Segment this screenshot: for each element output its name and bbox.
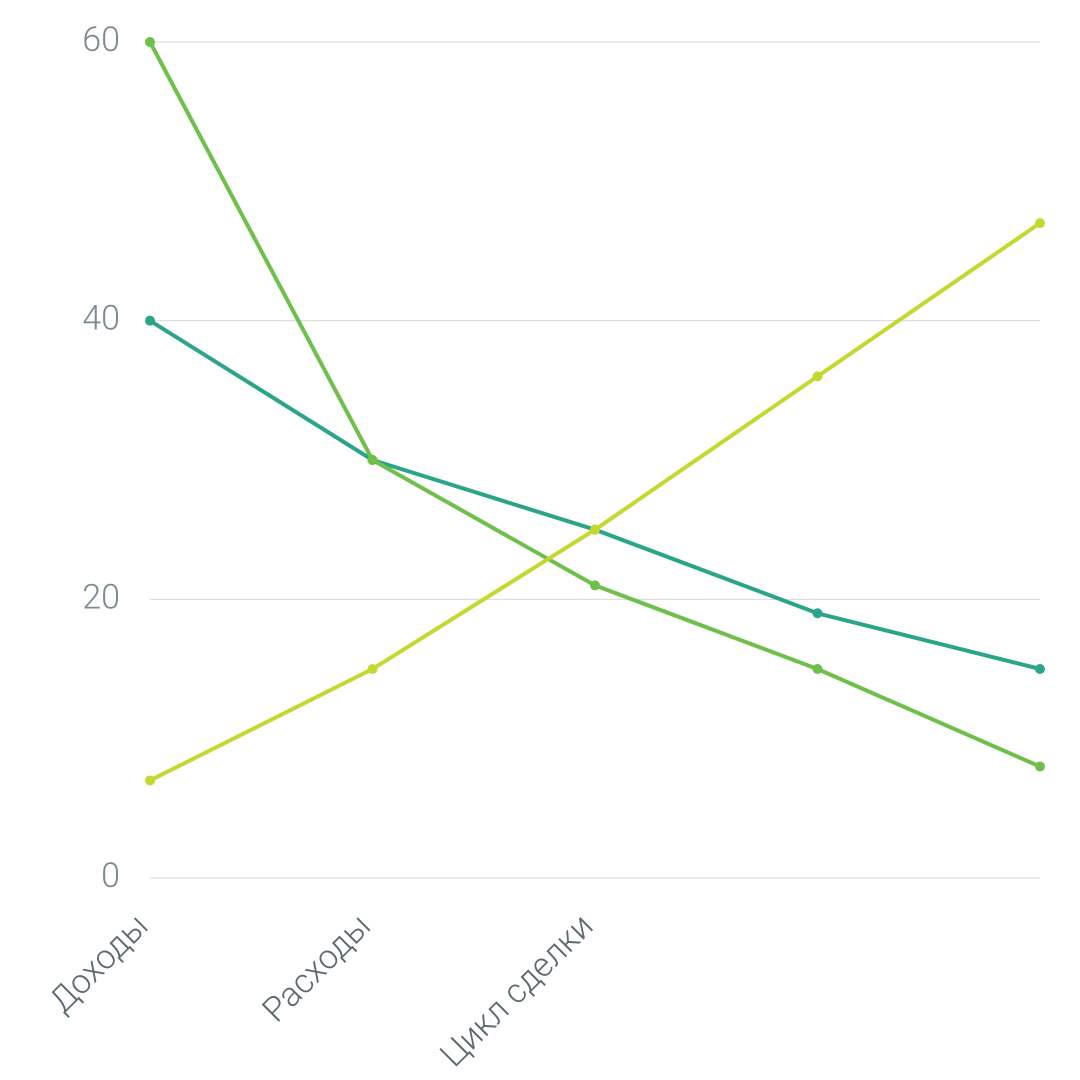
series-green-marker bbox=[145, 37, 155, 47]
series-green-marker bbox=[813, 664, 823, 674]
series-lime-line bbox=[150, 223, 1040, 780]
series-lime-marker bbox=[145, 775, 155, 785]
y-tick-label: 60 bbox=[82, 20, 120, 60]
y-tick-label: 0 bbox=[101, 856, 120, 896]
series-teal-marker bbox=[1035, 664, 1045, 674]
series-green-marker bbox=[590, 580, 600, 590]
series-lime-marker bbox=[368, 664, 378, 674]
series-green-marker bbox=[368, 455, 378, 465]
x-tick-label: Расходы bbox=[255, 906, 379, 1030]
x-tick-label: Доходы bbox=[42, 906, 157, 1021]
series-teal-line bbox=[150, 321, 1040, 669]
series-teal-marker bbox=[813, 608, 823, 618]
series-lime-marker bbox=[813, 371, 823, 381]
y-tick-label: 20 bbox=[82, 577, 120, 617]
series-lime-marker bbox=[590, 525, 600, 535]
series-lime-marker bbox=[1035, 218, 1045, 228]
line-chart: 0 20 40 60 Доходы Расходы Цикл сделки bbox=[0, 0, 1080, 1080]
chart-svg: 0 20 40 60 Доходы Расходы Цикл сделки bbox=[0, 0, 1080, 1080]
x-tick-label: Цикл сделки bbox=[432, 906, 601, 1075]
series-green-marker bbox=[1035, 762, 1045, 772]
series-teal-marker bbox=[145, 316, 155, 326]
y-tick-label: 40 bbox=[82, 299, 120, 339]
